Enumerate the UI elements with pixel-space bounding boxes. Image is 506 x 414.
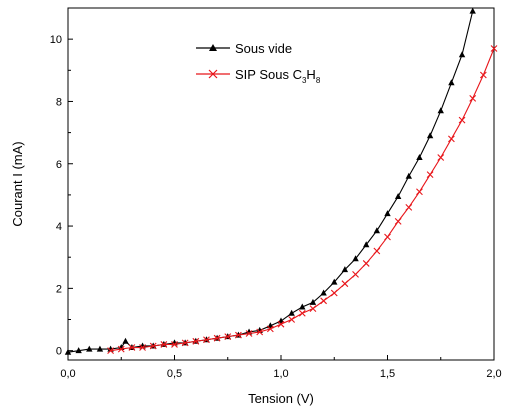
data-point xyxy=(437,154,445,161)
data-point xyxy=(309,305,317,312)
data-point xyxy=(362,260,370,267)
legend-label-sip: SIP Sous C3H8 xyxy=(235,67,321,85)
data-point xyxy=(309,298,317,305)
data-point xyxy=(320,289,327,296)
data-point xyxy=(469,7,476,14)
data-point xyxy=(490,45,498,52)
data-point xyxy=(352,255,359,262)
data-point xyxy=(458,116,466,124)
data-point xyxy=(405,172,412,179)
data-point xyxy=(192,337,200,345)
x-axis-title: Tension (V) xyxy=(248,391,314,406)
legend-marker-x-icon xyxy=(208,69,218,79)
legend-entry-sip: SIP Sous C3H8 xyxy=(196,67,321,85)
data-point xyxy=(363,241,370,248)
series-line xyxy=(67,10,474,353)
data-point xyxy=(320,297,327,305)
data-point xyxy=(64,348,72,355)
data-point xyxy=(469,94,477,102)
data-point xyxy=(122,337,129,344)
data-point xyxy=(224,333,232,341)
data-point xyxy=(298,309,306,317)
data-point xyxy=(352,270,359,278)
data-point xyxy=(394,192,402,199)
data-point xyxy=(86,345,93,352)
data-point xyxy=(203,336,210,344)
data-point xyxy=(416,154,423,161)
y-tick-label: 2 xyxy=(56,283,62,295)
data-point xyxy=(341,280,349,288)
data-point xyxy=(479,71,487,79)
x-tick-label: 0,5 xyxy=(167,368,182,380)
data-point xyxy=(341,266,349,273)
data-point xyxy=(373,247,381,255)
data-point xyxy=(213,334,221,342)
y-tick-label: 8 xyxy=(56,96,62,108)
y-axis-title: Courant I (mA) xyxy=(10,141,25,226)
data-point xyxy=(458,51,466,58)
data-point xyxy=(235,331,242,339)
data-point xyxy=(330,289,338,297)
data-point xyxy=(448,79,455,86)
series-1 xyxy=(107,45,498,355)
data-point xyxy=(117,345,125,353)
data-point xyxy=(107,347,114,355)
x-axis: 0,0 0,5 1,0 1,5 2,0 xyxy=(60,355,502,380)
data-point xyxy=(437,107,444,114)
data-point xyxy=(448,135,455,143)
data-point xyxy=(405,203,413,211)
y-tick-label: 10 xyxy=(50,34,62,46)
data-point xyxy=(373,227,381,234)
data-point xyxy=(160,341,168,348)
data-point xyxy=(171,341,178,348)
data-point xyxy=(384,210,391,217)
data-point xyxy=(128,344,136,351)
data-point xyxy=(149,342,157,350)
data-point xyxy=(384,233,391,241)
x-tick-label: 1,5 xyxy=(380,368,395,380)
y-tick-label: 0 xyxy=(56,346,62,358)
legend: Sous vide SIP Sous C3H8 xyxy=(196,41,321,85)
y-tick-label: 4 xyxy=(56,221,62,233)
data-point xyxy=(245,330,253,337)
legend-entry-sous-vide: Sous vide xyxy=(196,41,292,56)
data-point xyxy=(288,309,295,316)
data-point xyxy=(181,339,189,347)
legend-label-sous-vide: Sous vide xyxy=(235,41,292,56)
data-point xyxy=(75,347,82,354)
x-tick-label: 0,0 xyxy=(60,368,75,380)
legend-marker-triangle-icon xyxy=(209,44,217,51)
data-point xyxy=(299,303,306,310)
data-point xyxy=(331,278,338,285)
data-point xyxy=(266,325,274,333)
plot-area xyxy=(67,7,495,361)
data-point xyxy=(394,217,402,225)
series-layer xyxy=(64,7,498,355)
data-point xyxy=(139,344,146,351)
x-tick-label: 1,0 xyxy=(273,368,288,380)
data-point xyxy=(426,171,434,179)
data-point xyxy=(277,320,285,328)
data-point xyxy=(256,328,264,336)
data-point xyxy=(416,188,423,196)
data-point xyxy=(288,316,296,323)
data-point xyxy=(96,345,104,352)
data-point xyxy=(426,132,434,139)
x-tick-label: 2,0 xyxy=(486,368,501,380)
y-tick-label: 6 xyxy=(56,159,62,171)
